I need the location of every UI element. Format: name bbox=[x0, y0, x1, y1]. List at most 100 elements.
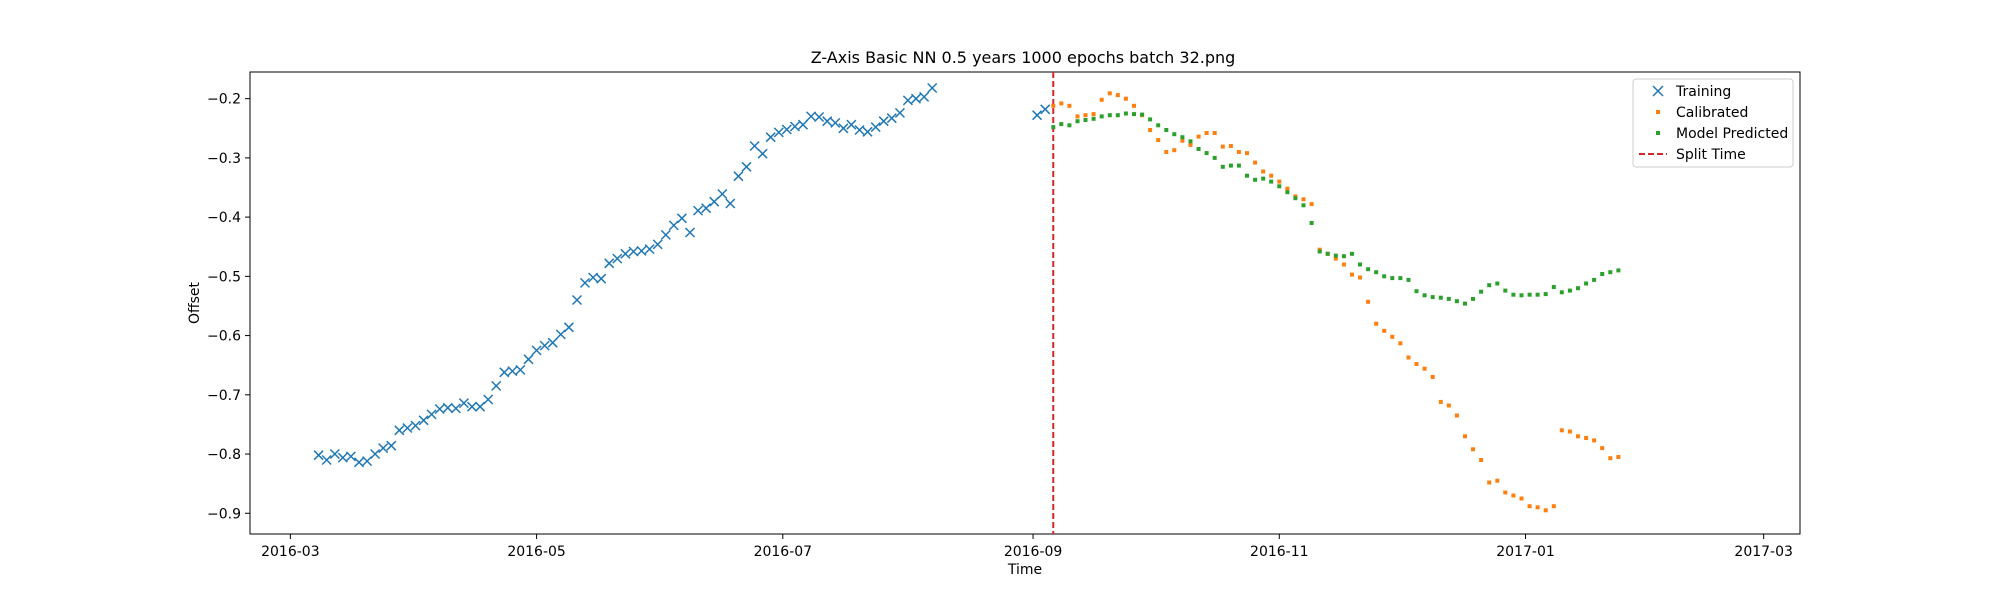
training-point bbox=[337, 452, 348, 463]
model-predicted-point bbox=[1576, 286, 1580, 291]
legend-box bbox=[1632, 78, 1794, 168]
legend-marker-model-predicted bbox=[1656, 131, 1660, 135]
model-predicted-point bbox=[1261, 176, 1266, 181]
y-tick-label: −0.4 bbox=[207, 210, 241, 226]
training-point bbox=[531, 345, 542, 356]
model-predicted-point bbox=[1446, 296, 1451, 301]
model-predicted-point bbox=[1333, 253, 1338, 258]
calibrated-point bbox=[1519, 496, 1524, 501]
model-predicted-point bbox=[1325, 251, 1330, 256]
calibrated-point bbox=[1366, 299, 1371, 304]
training-point bbox=[814, 111, 825, 123]
model-predicted-point bbox=[1559, 290, 1564, 295]
model-predicted-point bbox=[1600, 272, 1605, 276]
legend-marker-calibrated bbox=[1656, 110, 1660, 114]
calibrated-point bbox=[1341, 262, 1346, 267]
training-point bbox=[838, 123, 849, 134]
calibrated-point bbox=[1115, 93, 1120, 98]
calibrated-point bbox=[1382, 328, 1387, 333]
calibrated-point bbox=[1261, 169, 1266, 174]
training-point bbox=[434, 403, 445, 415]
training-point bbox=[547, 337, 558, 348]
training-point bbox=[717, 188, 728, 200]
training-point bbox=[701, 203, 712, 214]
calibrated-point bbox=[1188, 142, 1193, 147]
calibrated-point bbox=[1543, 508, 1548, 513]
calibrated-point bbox=[1479, 458, 1484, 462]
training-point bbox=[797, 119, 809, 130]
training-point bbox=[370, 448, 381, 460]
training-point bbox=[426, 409, 437, 420]
model-predicted-point bbox=[1269, 179, 1274, 184]
training-point bbox=[757, 148, 768, 159]
legend-entry-training: Training bbox=[1652, 84, 1731, 100]
model-predicted-point bbox=[1245, 173, 1249, 178]
model-predicted-point bbox=[1592, 277, 1597, 282]
model-predicted-point bbox=[1406, 277, 1411, 282]
calibrated-point bbox=[1390, 334, 1395, 339]
model-predicted-point bbox=[1374, 270, 1379, 275]
calibrated-point bbox=[1301, 197, 1306, 202]
calibrated-point bbox=[1277, 179, 1282, 184]
model-predicted-point bbox=[1301, 203, 1306, 208]
calibrated-point bbox=[1511, 493, 1516, 498]
legend-label-training: Training bbox=[1675, 84, 1731, 100]
training-point bbox=[539, 340, 550, 351]
model-predicted-point bbox=[1293, 196, 1298, 201]
training-point bbox=[733, 171, 744, 182]
model-predicted-point bbox=[1220, 164, 1225, 169]
training-point bbox=[329, 448, 340, 460]
model-predicted-point bbox=[1140, 112, 1145, 117]
x-tick-label: 2016-11 bbox=[1250, 544, 1309, 560]
model-predicted-point bbox=[1107, 113, 1112, 118]
training-point bbox=[563, 322, 574, 333]
training-point bbox=[846, 119, 857, 130]
model-predicted-point bbox=[1479, 289, 1484, 294]
model-predicted-point bbox=[1519, 293, 1524, 298]
calibrated-point bbox=[1132, 103, 1136, 108]
y-tick-label: −0.6 bbox=[207, 329, 241, 345]
legend-entry-calibrated: Calibrated bbox=[1656, 105, 1748, 121]
series-layer bbox=[313, 82, 1621, 513]
calibrated-point bbox=[1471, 447, 1475, 452]
model-predicted-point bbox=[1454, 299, 1459, 304]
model-predicted-point bbox=[1115, 113, 1120, 118]
training-point bbox=[491, 380, 502, 391]
series-training bbox=[313, 82, 1051, 468]
training-point bbox=[442, 402, 453, 413]
y-tick-label: −0.2 bbox=[207, 92, 241, 108]
calibrated-point bbox=[1212, 131, 1217, 135]
model-predicted-point bbox=[1123, 111, 1128, 116]
calibrated-point bbox=[1253, 160, 1258, 165]
training-point bbox=[652, 239, 663, 250]
model-predicted-point bbox=[1430, 295, 1435, 300]
calibrated-point bbox=[1414, 362, 1419, 366]
training-point bbox=[644, 244, 655, 255]
model-predicted-point bbox=[1350, 251, 1354, 256]
training-point bbox=[902, 95, 913, 106]
legend-label-split-time: Split Time bbox=[1676, 147, 1746, 163]
legend-label-model-predicted: Model Predicted bbox=[1676, 126, 1788, 142]
training-point bbox=[345, 451, 356, 462]
calibrated-point bbox=[1487, 480, 1492, 485]
training-point bbox=[886, 113, 897, 124]
calibrated-point bbox=[1148, 128, 1153, 132]
y-tick-label: −0.3 bbox=[207, 151, 241, 167]
y-tick-label: −0.5 bbox=[207, 269, 241, 285]
model-predicted-point bbox=[1414, 289, 1419, 294]
model-predicted-point bbox=[1390, 276, 1395, 281]
model-predicted-point bbox=[1204, 151, 1209, 156]
calibrated-point bbox=[1527, 504, 1532, 509]
calibrated-point bbox=[1559, 428, 1564, 433]
training-point bbox=[353, 457, 365, 468]
training-point bbox=[394, 425, 405, 436]
calibrated-point bbox=[1438, 399, 1443, 404]
training-point bbox=[313, 450, 324, 461]
x-tick-label: 2016-09 bbox=[1004, 544, 1063, 560]
y-axis-ticks: −0.9 −0.8 −0.7 −0.6 −0.5 −0.4 −0.3 −0.2 bbox=[207, 92, 250, 522]
training-point bbox=[588, 272, 599, 283]
chart-title: Z-Axis Basic NN 0.5 years 1000 epochs ba… bbox=[811, 48, 1236, 67]
training-point bbox=[1040, 104, 1051, 115]
model-predicted-point bbox=[1527, 292, 1532, 297]
training-point bbox=[321, 454, 332, 466]
